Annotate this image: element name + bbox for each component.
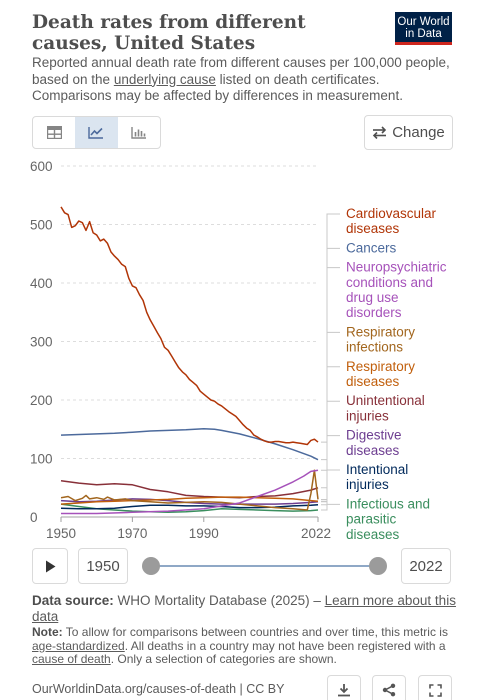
legend-connector [321,400,340,489]
series-line [60,498,319,505]
download-button[interactable] [327,675,361,700]
timeline-start-handle[interactable] [142,557,160,575]
fullscreen-button[interactable] [418,675,452,700]
legend-label: Digestive diseases [346,428,402,458]
bar-chart-icon [131,127,146,139]
chart-subtitle: Reported annual death rate from differen… [32,55,457,105]
underlying-cause-link[interactable]: underlying cause [113,71,216,87]
change-label: Change [392,124,445,141]
source-text: WHO Mortality Database (2025) – [113,593,325,608]
bar-chart-view-tab[interactable] [118,117,160,148]
source-label: Data source: [32,593,114,608]
fullscreen-icon [428,683,442,697]
legend-connector [321,435,340,503]
series-line [60,479,319,499]
legend-label: Infectious and parasitic diseases [346,496,430,541]
legend-connector [321,247,340,461]
legend-label: Neuropsychiatric conditions and drug use di… [346,260,447,321]
subtitle-text-2: listed on death certificates. Comparison… [32,71,403,104]
y-tick-label: 100 [30,452,53,467]
line-chart: 0 100 200 300 400 500 600 1950 1970 1990 2022 Card… [30,159,447,542]
legend-label: Respiratory diseases [346,359,415,389]
line-chart-icon [88,127,104,139]
play-icon [45,560,55,572]
legend-label: Respiratory infections [346,324,415,354]
swap-arrows-icon [373,126,387,139]
series-line [60,469,319,511]
x-tick-label: 1950 [46,526,76,541]
x-tick-label: 1970 [117,526,147,541]
change-entity-button[interactable]: Change [364,115,453,150]
logo-line-1: Our World [397,16,450,28]
chart-note: Note: To allow for comparisons between c… [32,625,457,667]
note-text-1: To allow for comparisons between countri… [62,625,448,639]
subtitle-text-1: Reported annual death rate from differen… [32,55,450,87]
share-icon [382,683,396,697]
legend-label: Unintentional injuries [346,393,425,423]
play-button[interactable] [32,548,68,584]
share-button[interactable] [372,675,406,700]
y-tick-label: 300 [30,335,53,350]
series-line [61,469,319,515]
note-label: Note: [32,625,63,639]
line-chart-view-tab[interactable] [75,117,118,148]
learn-more-link[interactable]: Learn more about this data [32,593,456,624]
legend-connector [321,267,340,471]
cause-of-death-link[interactable]: cause of death [32,652,111,666]
timeline-end-handle[interactable] [369,557,387,575]
start-year-button[interactable]: 1950 [78,548,128,584]
y-tick-label: 200 [30,393,53,408]
note-text-3: . Only a selection of categories are sho… [110,652,337,666]
note-text-2: . All deaths in a country may not have b… [124,638,446,653]
legend-label: Intentional injuries [346,462,408,492]
logo-line-2: in Data [405,28,442,40]
series-line [60,503,319,510]
view-switcher [32,116,161,149]
legend-label: Cancers [346,240,397,255]
legend-connector [321,331,340,500]
series-line [60,206,319,446]
data-source: Data source: WHO Mortality Database (202… [32,593,457,625]
legend-connector [321,366,340,502]
download-icon [338,684,350,697]
series-line [60,427,319,461]
series-line [60,503,319,514]
chart-title: Death rates from different causes, Unite… [32,12,306,54]
owid-logo[interactable]: Our World in Data [395,12,452,45]
y-tick-label: 0 [30,510,38,525]
legend-connector [321,503,340,511]
footer-url[interactable]: OurWorldinData.org/causes-of-death | CC … [32,682,285,696]
y-tick-label: 500 [30,218,53,233]
timeline-slider-track[interactable] [151,565,378,567]
y-tick-label: 400 [30,276,53,291]
end-year-button[interactable]: 2022 [401,548,451,584]
legend-label: Cardiovascular diseases [346,206,437,236]
y-tick-label: 600 [30,159,53,174]
x-tick-label: 2022 [301,526,331,541]
age-standardized-link[interactable]: age-standardized [32,638,125,653]
legend-connector [321,469,340,506]
table-view-tab[interactable] [33,117,75,148]
series-line [60,496,319,505]
table-icon [46,126,62,139]
x-tick-label: 1990 [189,526,219,541]
